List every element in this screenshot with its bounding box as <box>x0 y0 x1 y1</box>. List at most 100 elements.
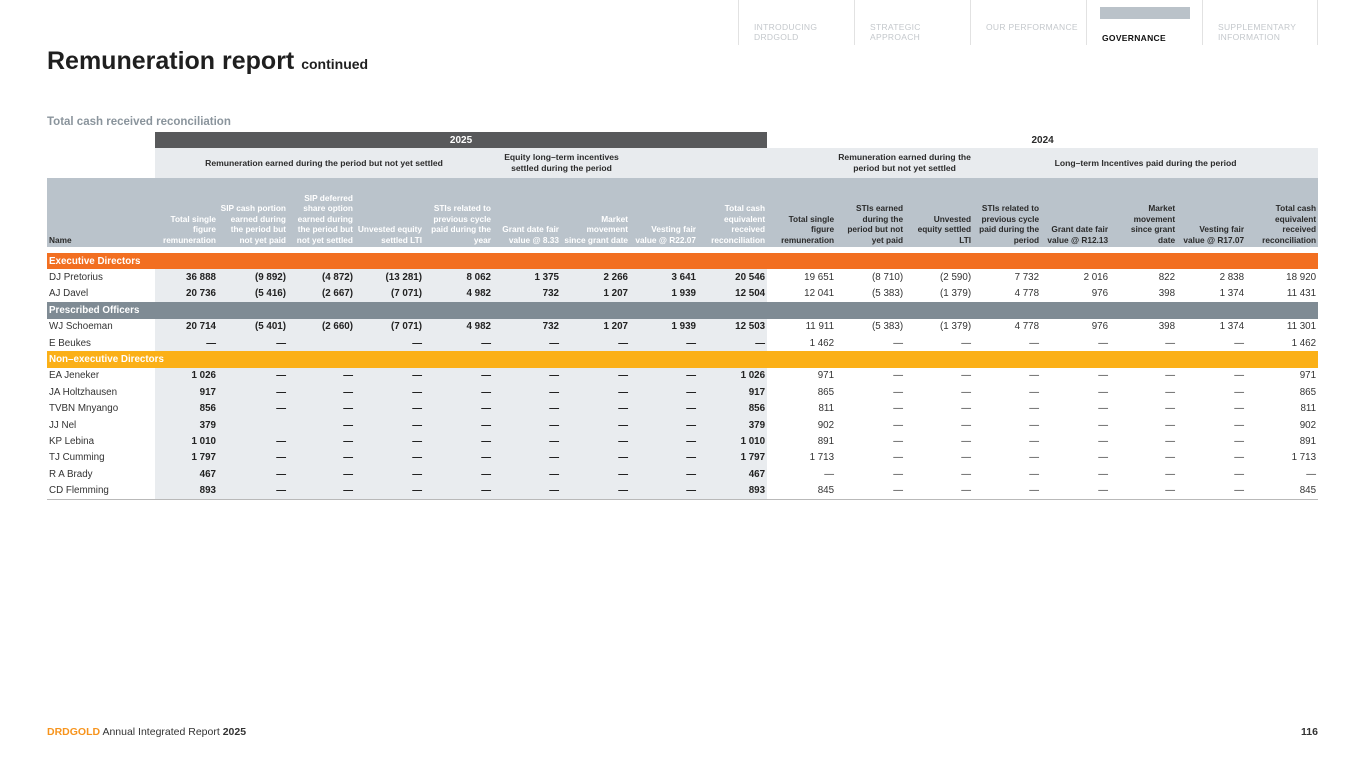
cell-2024: — <box>893 403 904 415</box>
cell-2025: — <box>493 433 561 450</box>
cell-2025: 1 797 <box>698 449 768 467</box>
cell-2025: — <box>218 334 288 352</box>
cell-2024: 976 <box>1091 321 1109 333</box>
cell-2024: 865 <box>817 386 835 398</box>
group-header: Equity long–term incentives settled duri… <box>493 148 630 178</box>
row-name: E Beukes <box>49 337 91 349</box>
table-title: Total cash received reconciliation <box>47 116 231 128</box>
cell-2024: — <box>1234 403 1245 415</box>
cell-2025: 4 982 <box>424 318 493 335</box>
title-text: Remuneration report <box>47 47 295 75</box>
column-header: SIP cash portion earned during the perio… <box>218 178 288 247</box>
cell-2025: — <box>561 384 630 401</box>
blank-cell <box>47 132 155 148</box>
cell-2025: — <box>288 416 355 434</box>
nav-tab-performance[interactable]: OUR PERFORMANCE <box>970 0 1086 45</box>
table-row: DJ Pretorius 36 888 (9 892) (4 872) (13 281)… <box>47 269 1318 286</box>
cell-2025: — <box>218 384 288 401</box>
column-header: SIP deferred share option earned during … <box>288 178 355 247</box>
footer: DRDGOLD Annual Integrated Report 2025 <box>47 726 246 738</box>
cell-2024: 4 778 <box>1014 288 1040 300</box>
cell-2025: — <box>630 334 698 352</box>
cell-2025: 917 <box>698 384 768 401</box>
cell-2025: — <box>630 449 698 467</box>
cell-2025: — <box>630 400 698 417</box>
cell-2025: — <box>218 433 288 450</box>
column-header: Unvested equity settled LTI <box>905 178 974 247</box>
cell-2024: 902 <box>817 419 835 431</box>
cell-2024: — <box>893 419 904 431</box>
year-2024-header: 2024 <box>1031 134 1054 146</box>
cell-2024: — <box>893 386 904 398</box>
cell-2025: — <box>493 449 561 467</box>
column-header: STIs earned during the period but not ye… <box>836 178 906 247</box>
cell-2025: 20 714 <box>155 318 218 335</box>
cell-2025: — <box>218 367 288 385</box>
cell-2024: (5 383) <box>872 321 904 333</box>
cell-2025: 2 266 <box>561 269 630 286</box>
cell-2024: 7 732 <box>1014 272 1040 284</box>
cell-2024: (8 710) <box>872 272 904 284</box>
cell-2024: (2 590) <box>940 272 972 284</box>
cell-2024: — <box>1234 452 1245 464</box>
cell-2025: (5 401) <box>218 318 288 335</box>
cell-2025: 467 <box>698 466 768 483</box>
cell-2024: — <box>1165 370 1176 382</box>
cell-2025: — <box>424 384 493 401</box>
cell-2025: — <box>355 433 424 450</box>
cell-2024: 1 374 <box>1219 288 1245 300</box>
row-name: R A Brady <box>49 468 93 480</box>
cell-2024: — <box>1306 468 1317 480</box>
cell-2024: 891 <box>817 435 835 447</box>
table-row: JJ Nel 379— — — — — —379 902— — — — — —902 <box>47 416 1318 434</box>
nav-tab-strategic[interactable]: STRATEGIC APPROACH <box>854 0 970 45</box>
cell-2025: 20 736 <box>155 285 218 303</box>
column-header: Market movement since grant date <box>1110 178 1178 247</box>
cell-2024: (1 379) <box>940 321 972 333</box>
row-name: EA Jeneker <box>49 370 100 382</box>
cell-2024: 4 778 <box>1014 321 1040 333</box>
cell-2024: — <box>905 482 974 500</box>
cell-2024: — <box>1165 337 1176 349</box>
row-name: DJ Pretorius <box>49 272 103 284</box>
section-label: Non–executive Directors <box>47 351 1319 368</box>
report-year: 2025 <box>222 726 247 738</box>
cell-2025: — <box>630 482 698 500</box>
table-row: JA Holtzhausen 917— — — — — — —917 865— — — — — —865 <box>47 384 1318 401</box>
cell-2025: — <box>355 400 424 417</box>
cell-2025: 1 375 <box>493 269 561 286</box>
nav-tab-introducing[interactable]: INTRODUCING DRDGOLD <box>738 0 854 45</box>
cell-2025: — <box>355 449 424 467</box>
cell-2025: 732 <box>493 285 561 303</box>
cell-2024: — <box>824 468 835 480</box>
cell-2025: 732 <box>493 318 561 335</box>
cell-2024: — <box>893 435 904 447</box>
cell-2024: — <box>893 452 904 464</box>
cell-2025: 8 062 <box>424 269 493 286</box>
cell-2025: — <box>355 384 424 401</box>
cell-2025: — <box>424 416 493 434</box>
cell-2024: 845 <box>767 482 837 500</box>
blank-cell <box>630 148 837 178</box>
column-header: Total cash equivalent received reconcili… <box>1246 178 1319 247</box>
cell-2024: — <box>1234 435 1245 447</box>
cell-2024: — <box>1098 419 1109 431</box>
cell-2025: — <box>155 334 218 352</box>
cell-2024: — <box>1029 468 1040 480</box>
column-header: STIs related to previous cycle paid duri… <box>424 178 493 247</box>
cell-2024: 1 462 <box>1291 337 1317 349</box>
cell-2024: — <box>961 468 972 480</box>
cell-2024: — <box>1098 403 1109 415</box>
nav-tab-governance[interactable]: GOVERNANCE <box>1086 0 1202 45</box>
nav-tab-supplementary[interactable]: SUPPLEMENTARY INFORMATION <box>1202 0 1318 45</box>
nav-tab-label: GOVERNANCE <box>1102 33 1166 43</box>
row-name: TJ Cumming <box>49 452 105 464</box>
cell-2024: — <box>836 482 906 500</box>
cell-2025: (5 416) <box>218 285 288 303</box>
cell-2025: — <box>630 416 698 434</box>
cell-2024: 822 <box>1158 272 1176 284</box>
cell-2025: (7 071) <box>355 318 424 335</box>
active-tab-indicator <box>1100 7 1190 19</box>
cell-2025: — <box>288 433 355 450</box>
row-name: CD Flemming <box>47 482 155 500</box>
